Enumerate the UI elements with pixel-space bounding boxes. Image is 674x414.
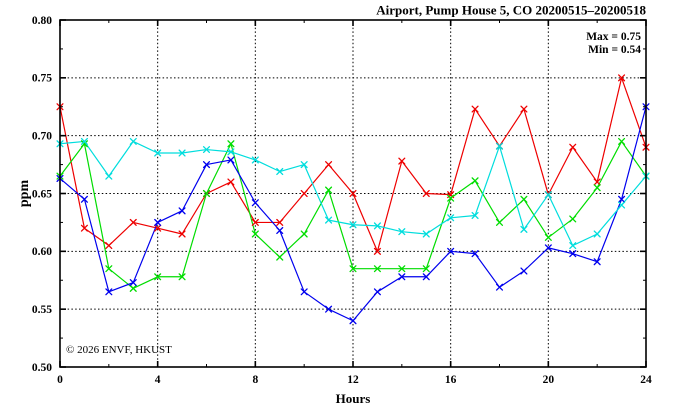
svg-text:ppm: ppm: [17, 180, 32, 208]
svg-text:16: 16: [445, 374, 457, 386]
svg-text:0.65: 0.65: [32, 188, 52, 200]
svg-text:8: 8: [252, 374, 258, 386]
svg-text:© 2026 ENVF, HKUST: © 2026 ENVF, HKUST: [66, 344, 172, 356]
svg-text:0.50: 0.50: [32, 362, 52, 374]
svg-text:12: 12: [347, 374, 359, 386]
svg-text:0.70: 0.70: [32, 130, 52, 142]
svg-text:0.55: 0.55: [32, 304, 52, 316]
svg-text:0: 0: [57, 374, 63, 386]
svg-text:20: 20: [543, 374, 555, 386]
svg-text:0.80: 0.80: [32, 15, 52, 27]
svg-text:Max = 0.75: Max = 0.75: [586, 31, 641, 43]
svg-text:24: 24: [640, 374, 652, 386]
svg-text:Min = 0.54: Min = 0.54: [588, 44, 641, 56]
svg-text:0.60: 0.60: [32, 246, 52, 258]
svg-text:Hours: Hours: [336, 391, 371, 406]
svg-text:Airport, Pump House 5, CO 2020: Airport, Pump House 5, CO 20200515–20200…: [376, 3, 646, 18]
svg-text:4: 4: [155, 374, 161, 386]
svg-text:0.75: 0.75: [32, 73, 52, 85]
